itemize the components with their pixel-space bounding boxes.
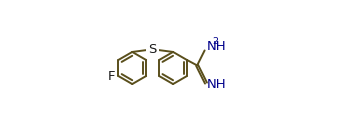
Text: NH: NH (207, 40, 226, 53)
Text: F: F (108, 69, 116, 83)
Text: NH: NH (207, 78, 226, 91)
Text: S: S (148, 43, 157, 56)
Text: 2: 2 (212, 37, 218, 46)
